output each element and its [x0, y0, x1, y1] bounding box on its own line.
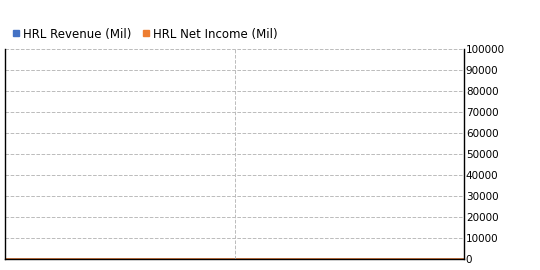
Legend: HRL Revenue (Mil), HRL Net Income (Mil): HRL Revenue (Mil), HRL Net Income (Mil) [11, 28, 278, 40]
